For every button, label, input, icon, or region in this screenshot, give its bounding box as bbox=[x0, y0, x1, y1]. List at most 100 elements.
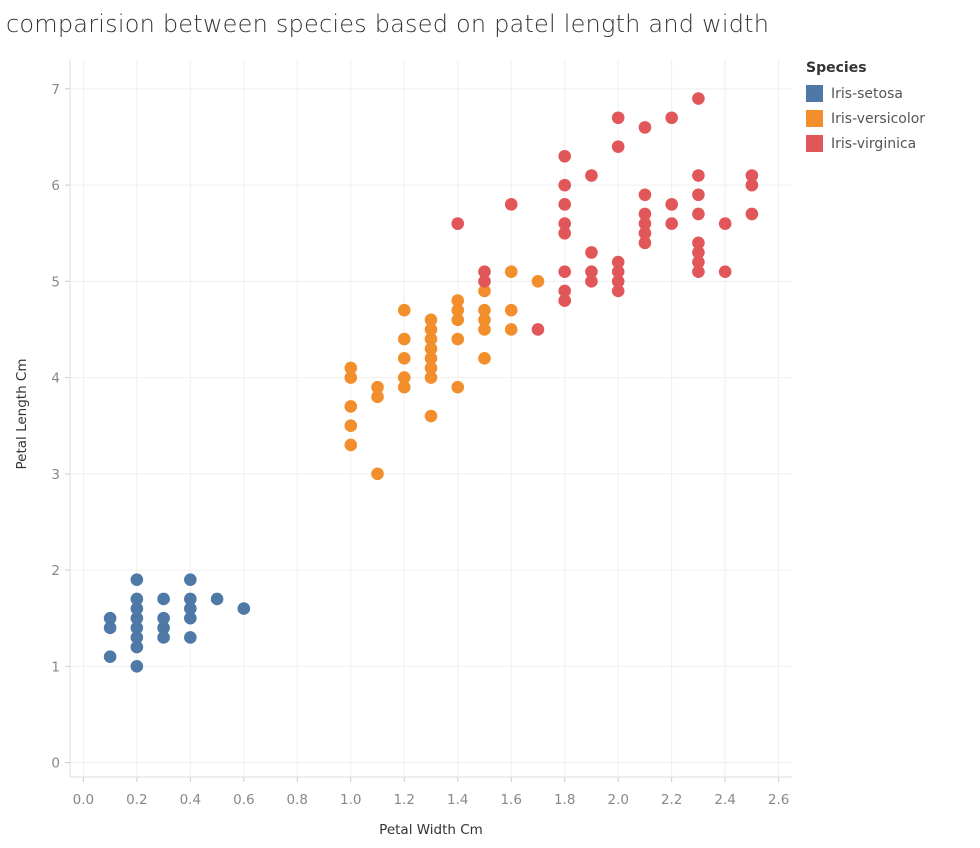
data-point-iris-versicolor[interactable] bbox=[424, 342, 438, 356]
data-point-iris-setosa[interactable] bbox=[130, 660, 144, 673]
data-point-iris-versicolor[interactable] bbox=[478, 313, 491, 327]
data-point-iris-virginica[interactable] bbox=[585, 169, 598, 182]
data-point-iris-versicolor[interactable] bbox=[478, 323, 491, 336]
data-point-iris-versicolor[interactable] bbox=[424, 323, 438, 336]
data-point-iris-setosa[interactable] bbox=[130, 573, 144, 587]
data-point-iris-versicolor[interactable] bbox=[478, 284, 491, 298]
data-point-iris-versicolor[interactable] bbox=[424, 332, 438, 346]
data-point-iris-virginica[interactable] bbox=[558, 217, 572, 230]
data-point-iris-versicolor[interactable] bbox=[397, 352, 411, 365]
data-point-iris-virginica[interactable] bbox=[558, 178, 572, 192]
data-point-iris-virginica[interactable] bbox=[718, 265, 732, 279]
data-point-iris-virginica[interactable] bbox=[692, 169, 705, 182]
data-point-iris-virginica[interactable] bbox=[745, 207, 759, 221]
data-point-iris-setosa[interactable] bbox=[103, 611, 117, 625]
data-point-iris-virginica[interactable] bbox=[558, 284, 572, 298]
data-point-iris-versicolor[interactable] bbox=[424, 371, 438, 384]
data-point-iris-virginica[interactable] bbox=[745, 169, 759, 182]
data-point-iris-virginica[interactable] bbox=[665, 198, 678, 211]
data-point-iris-virginica[interactable] bbox=[611, 275, 625, 288]
data-point-iris-versicolor[interactable] bbox=[478, 303, 491, 317]
data-point-iris-virginica[interactable] bbox=[585, 246, 598, 259]
data-point-iris-virginica[interactable] bbox=[638, 217, 652, 230]
data-point-iris-setosa[interactable] bbox=[130, 631, 144, 644]
data-point-iris-virginica[interactable] bbox=[638, 188, 652, 202]
data-point-iris-virginica[interactable] bbox=[692, 265, 705, 279]
data-point-iris-versicolor[interactable] bbox=[451, 380, 465, 394]
data-point-iris-setosa[interactable] bbox=[157, 592, 170, 606]
data-point-iris-setosa[interactable] bbox=[130, 602, 144, 615]
data-point-iris-versicolor[interactable] bbox=[397, 332, 411, 346]
data-point-iris-versicolor[interactable] bbox=[451, 313, 465, 327]
data-point-iris-virginica[interactable] bbox=[451, 217, 465, 230]
data-point-iris-versicolor[interactable] bbox=[344, 419, 358, 433]
data-point-iris-virginica[interactable] bbox=[665, 217, 678, 230]
legend-item-iris-versicolor[interactable]: Iris-versicolor bbox=[806, 106, 925, 131]
data-point-iris-virginica[interactable] bbox=[638, 207, 652, 221]
data-point-iris-virginica[interactable] bbox=[692, 207, 705, 221]
data-point-iris-virginica[interactable] bbox=[611, 284, 625, 298]
data-point-iris-virginica[interactable] bbox=[531, 323, 545, 336]
data-point-iris-virginica[interactable] bbox=[692, 92, 705, 105]
data-point-iris-virginica[interactable] bbox=[558, 149, 572, 163]
data-point-iris-virginica[interactable] bbox=[558, 294, 572, 307]
data-point-iris-versicolor[interactable] bbox=[397, 371, 411, 384]
data-point-iris-setosa[interactable] bbox=[184, 592, 197, 606]
data-point-iris-versicolor[interactable] bbox=[424, 352, 438, 365]
data-point-iris-versicolor[interactable] bbox=[424, 361, 438, 375]
data-point-iris-versicolor[interactable] bbox=[371, 467, 384, 481]
data-point-iris-virginica[interactable] bbox=[611, 255, 625, 269]
data-point-iris-setosa[interactable] bbox=[130, 611, 144, 625]
data-point-iris-setosa[interactable] bbox=[130, 640, 144, 654]
data-point-iris-setosa[interactable] bbox=[103, 621, 117, 635]
data-point-iris-versicolor[interactable] bbox=[504, 323, 518, 336]
data-point-iris-virginica[interactable] bbox=[478, 265, 491, 279]
data-point-iris-virginica[interactable] bbox=[638, 121, 652, 134]
data-point-iris-virginica[interactable] bbox=[478, 275, 491, 288]
data-point-iris-virginica[interactable] bbox=[558, 226, 572, 240]
data-point-iris-versicolor[interactable] bbox=[424, 409, 438, 423]
data-point-iris-setosa[interactable] bbox=[237, 602, 251, 615]
data-point-iris-virginica[interactable] bbox=[585, 275, 598, 288]
data-point-iris-versicolor[interactable] bbox=[344, 361, 358, 375]
data-point-iris-versicolor[interactable] bbox=[424, 313, 438, 327]
legend-item-iris-setosa[interactable]: Iris-setosa bbox=[806, 81, 925, 106]
legend-item-iris-virginica[interactable]: Iris-virginica bbox=[806, 131, 925, 156]
data-point-iris-versicolor[interactable] bbox=[478, 352, 491, 365]
data-point-iris-versicolor[interactable] bbox=[451, 332, 465, 346]
data-point-iris-setosa[interactable] bbox=[184, 573, 197, 587]
data-point-iris-setosa[interactable] bbox=[103, 650, 117, 663]
data-point-iris-versicolor[interactable] bbox=[344, 400, 358, 413]
data-point-iris-virginica[interactable] bbox=[611, 265, 625, 279]
data-point-iris-virginica[interactable] bbox=[692, 246, 705, 259]
data-point-iris-versicolor[interactable] bbox=[344, 371, 358, 384]
data-point-iris-setosa[interactable] bbox=[184, 602, 197, 615]
data-point-iris-versicolor[interactable] bbox=[371, 380, 384, 394]
data-point-iris-virginica[interactable] bbox=[692, 188, 705, 202]
data-point-iris-versicolor[interactable] bbox=[451, 303, 465, 317]
data-point-iris-virginica[interactable] bbox=[558, 198, 572, 211]
data-point-iris-versicolor[interactable] bbox=[451, 294, 465, 307]
data-point-iris-virginica[interactable] bbox=[611, 111, 625, 125]
data-point-iris-virginica[interactable] bbox=[718, 217, 732, 230]
data-point-iris-versicolor[interactable] bbox=[397, 380, 411, 394]
data-point-iris-setosa[interactable] bbox=[210, 592, 224, 606]
data-point-iris-virginica[interactable] bbox=[638, 226, 652, 240]
data-point-iris-virginica[interactable] bbox=[665, 111, 678, 125]
data-point-iris-setosa[interactable] bbox=[157, 631, 170, 644]
data-point-iris-virginica[interactable] bbox=[638, 236, 652, 250]
data-point-iris-setosa[interactable] bbox=[184, 631, 197, 644]
data-point-iris-versicolor[interactable] bbox=[504, 303, 518, 317]
data-point-iris-virginica[interactable] bbox=[504, 198, 518, 211]
data-point-iris-versicolor[interactable] bbox=[531, 275, 545, 288]
data-point-iris-virginica[interactable] bbox=[745, 178, 759, 192]
data-point-iris-virginica[interactable] bbox=[585, 265, 598, 279]
data-point-iris-versicolor[interactable] bbox=[344, 438, 358, 452]
data-point-iris-virginica[interactable] bbox=[558, 265, 572, 279]
data-point-iris-virginica[interactable] bbox=[692, 255, 705, 269]
data-point-iris-virginica[interactable] bbox=[692, 236, 705, 250]
data-point-iris-setosa[interactable] bbox=[157, 611, 170, 625]
data-point-iris-versicolor[interactable] bbox=[371, 390, 384, 404]
data-point-iris-setosa[interactable] bbox=[184, 611, 197, 625]
data-point-iris-setosa[interactable] bbox=[130, 621, 144, 635]
